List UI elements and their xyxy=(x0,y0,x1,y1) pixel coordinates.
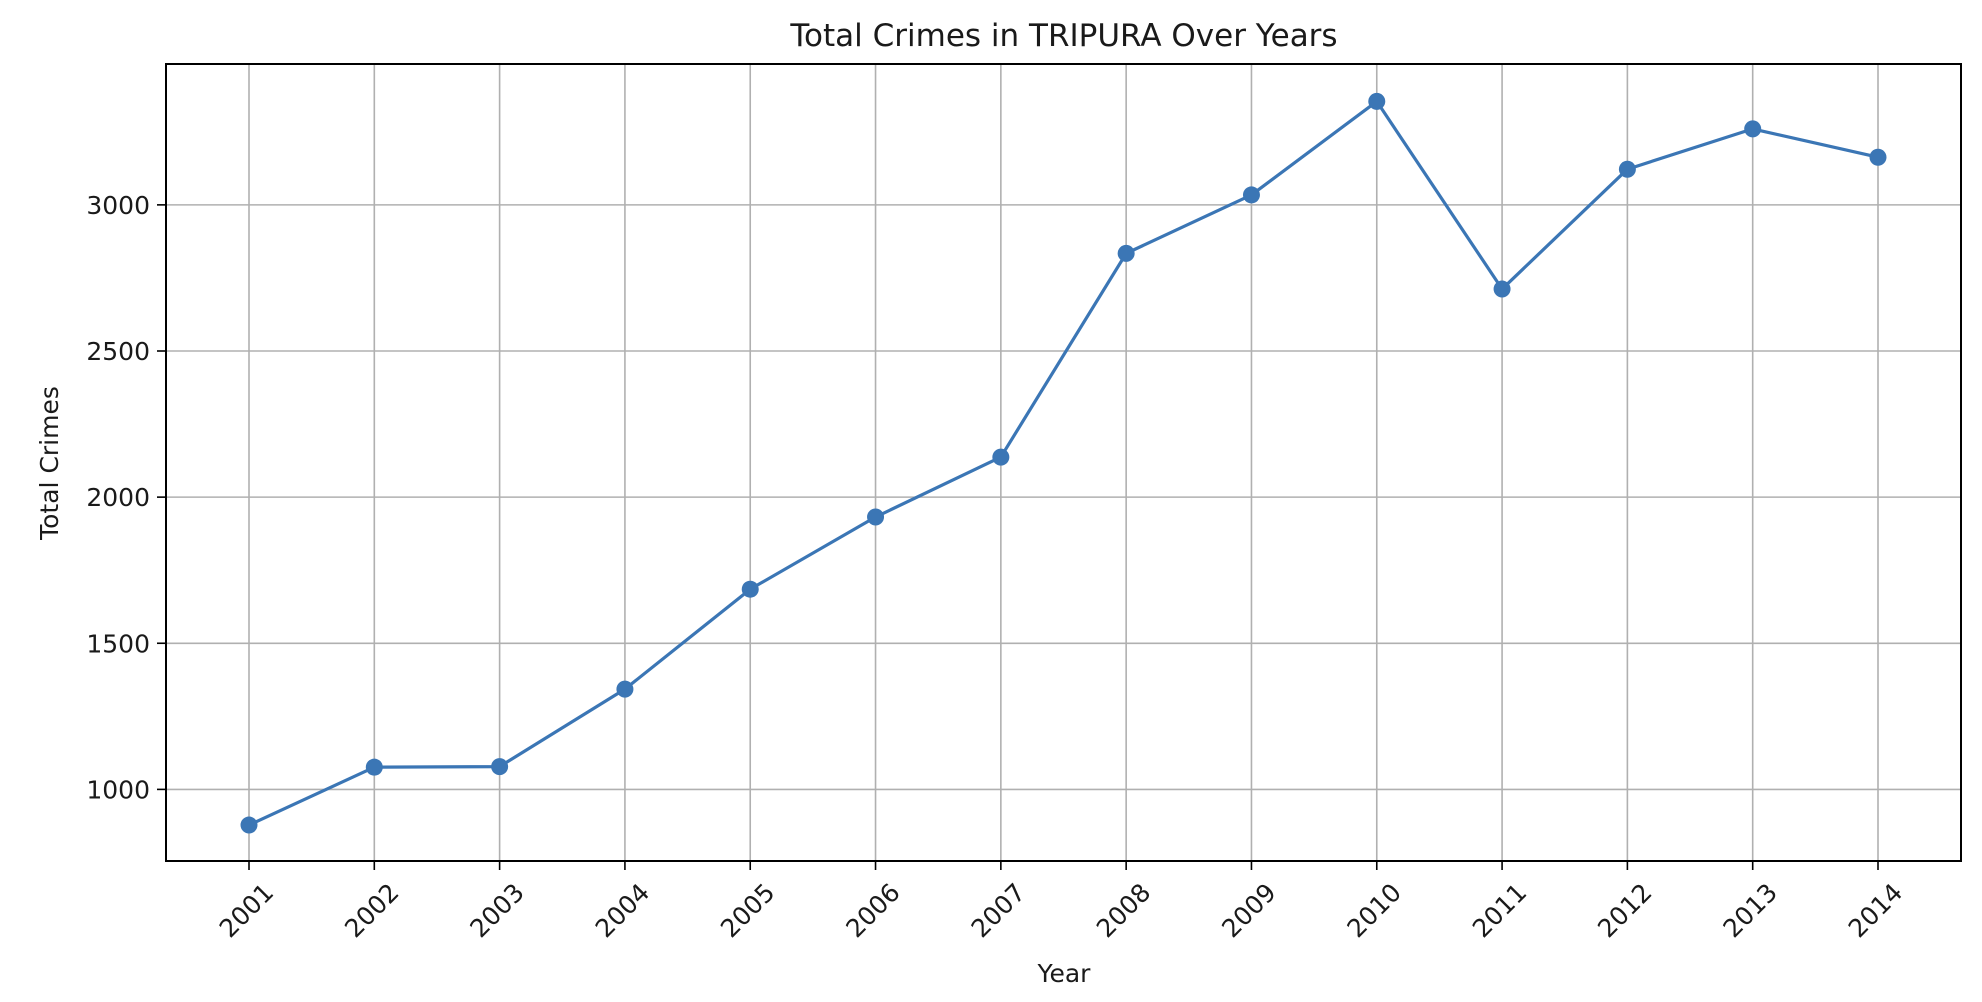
data-point xyxy=(1368,92,1386,110)
y-tick-label: 1000 xyxy=(86,775,150,804)
y-tick-label: 1500 xyxy=(86,629,150,658)
data-point xyxy=(1869,148,1887,166)
data-point xyxy=(1493,280,1511,298)
data-point xyxy=(741,580,759,598)
chart-title: Total Crimes in TRIPURA Over Years xyxy=(789,18,1337,54)
data-point xyxy=(616,680,634,698)
y-tick-label: 2500 xyxy=(86,337,150,366)
data-point xyxy=(992,448,1010,466)
y-axis-title: Total Crimes xyxy=(35,386,64,541)
data-point xyxy=(1744,120,1762,138)
data-point xyxy=(867,508,885,526)
y-axis-ticks: 1000 1500 2000 2500 3000 xyxy=(86,191,166,804)
data-point xyxy=(240,816,258,834)
series-line xyxy=(248,99,1879,827)
series-total-crimes xyxy=(240,92,1887,834)
y-tick-label: 2000 xyxy=(86,483,150,512)
data-point xyxy=(1618,160,1636,178)
y-tick-label: 3000 xyxy=(86,191,150,220)
data-point xyxy=(365,758,383,776)
data-point xyxy=(1242,186,1260,204)
data-point xyxy=(491,758,509,776)
data-point xyxy=(1117,244,1135,262)
x-axis-title: Year xyxy=(1037,959,1092,988)
plot-frame xyxy=(165,63,1962,862)
